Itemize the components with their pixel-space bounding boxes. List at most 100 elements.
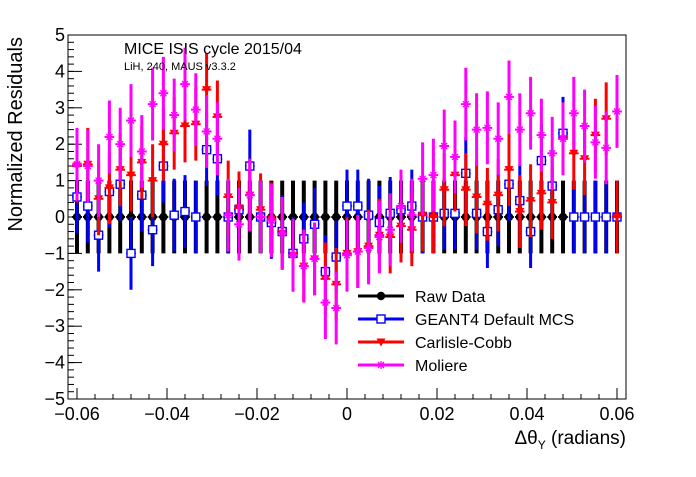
data-point: [547, 198, 557, 207]
x-tick-label: 0.04: [509, 404, 544, 424]
data-point: [321, 298, 330, 307]
marker-stroke: [192, 106, 200, 114]
data-point: [202, 212, 211, 222]
marker-stroke: [386, 226, 394, 234]
marker-stroke: [548, 149, 556, 157]
data-point: [332, 304, 341, 312]
data-point: [386, 225, 395, 234]
data-point: [505, 92, 513, 101]
y-axis-label: Normalized Residuals: [5, 37, 27, 232]
data-point: [591, 138, 600, 147]
x-axis-label-unit: (radians): [546, 428, 626, 449]
data-point: [461, 100, 470, 109]
data-point: [159, 212, 168, 222]
data-point: [83, 162, 92, 171]
data-point: [170, 111, 179, 120]
data-point: [202, 127, 211, 136]
data-point: [579, 212, 590, 222]
y-tick-label: 3: [55, 98, 65, 118]
data-point: [169, 210, 179, 220]
marker-stroke: [473, 126, 481, 134]
x-tick-label: 0.02: [419, 404, 454, 424]
data-point: [353, 201, 363, 211]
legend-label: Moliere: [415, 358, 468, 375]
x-tick-label: −0.04: [144, 404, 190, 424]
axis-ticks: −0.06 −0.04 −0.02 0 0.02 0.04 0.06 −5 −4 −3 −2 −1 0 1…: [44, 25, 634, 424]
marker-stroke: [375, 233, 383, 241]
marker-stroke: [289, 251, 297, 259]
data-point: [73, 160, 81, 169]
marker-stroke: [429, 171, 437, 179]
data-point: [342, 201, 352, 211]
data-point: [472, 125, 481, 134]
marker-stroke: [138, 148, 146, 155]
marker-stroke: [602, 144, 610, 152]
data-point: [407, 211, 416, 220]
marker-stroke: [213, 135, 221, 143]
marker-stroke: [278, 229, 286, 237]
legend-label: Raw Data: [415, 289, 485, 306]
data-point: [397, 202, 405, 211]
data-point: [602, 143, 611, 152]
data-point: [299, 262, 308, 271]
data-point: [613, 107, 621, 116]
data-point: [601, 212, 611, 222]
marker-stroke: [105, 133, 113, 141]
legend-marker: [377, 361, 385, 369]
data-point: [213, 212, 222, 222]
x-tick-label: −0.02: [234, 404, 280, 424]
data-point: [364, 243, 373, 252]
legend-label: Carlisle-Cobb: [415, 335, 512, 352]
data-point: [181, 80, 189, 89]
y-tick-label: 4: [55, 61, 65, 81]
data-point: [461, 186, 471, 195]
x-axis-label-main: Δθ: [514, 428, 537, 449]
x-tick-label: −0.06: [54, 404, 100, 424]
data-point: [310, 254, 319, 263]
x-tick-label: 0.06: [599, 404, 634, 424]
legend-label: GEANT4 Default MCS: [415, 312, 574, 329]
data-point: [536, 189, 546, 198]
data-point: [213, 134, 222, 143]
data-point: [483, 123, 492, 132]
data-point: [224, 211, 233, 220]
marker-stroke: [332, 304, 340, 312]
data-point: [515, 125, 524, 134]
marker-stroke: [377, 361, 385, 369]
data-point: [235, 220, 243, 229]
legend: Raw Data GEANT4 Default MCS Carlisle-Cobb M…: [358, 289, 574, 375]
marker-stroke: [397, 202, 405, 210]
data-point: [180, 122, 190, 131]
data-point: [526, 109, 535, 118]
data-point: [429, 171, 438, 180]
marker-stroke: [95, 177, 103, 185]
data-point: [504, 166, 514, 175]
data-point: [148, 177, 158, 186]
data-point: [332, 212, 341, 222]
data-point: [158, 140, 168, 149]
data-point: [104, 184, 114, 193]
marker-stroke: [246, 191, 254, 199]
marker-stroke: [451, 153, 459, 161]
marker-stroke: [581, 122, 589, 130]
marker-stroke: [127, 117, 135, 124]
marker-stroke: [537, 131, 545, 139]
data-point: [267, 216, 276, 225]
y-tick-label: −2: [44, 280, 65, 300]
data-point: [116, 140, 125, 149]
data-point: [126, 171, 136, 180]
data-point: [105, 132, 114, 141]
marker-stroke: [235, 220, 243, 228]
data-point: [590, 212, 601, 222]
marker-stroke: [527, 109, 535, 117]
data-point: [256, 213, 265, 221]
y-tick-label: −3: [44, 316, 65, 336]
marker-stroke: [365, 244, 373, 252]
data-point: [353, 247, 362, 256]
data-point: [515, 208, 525, 217]
y-tick-label: 0: [55, 207, 65, 227]
data-point: [202, 86, 212, 95]
data-point: [137, 147, 146, 156]
